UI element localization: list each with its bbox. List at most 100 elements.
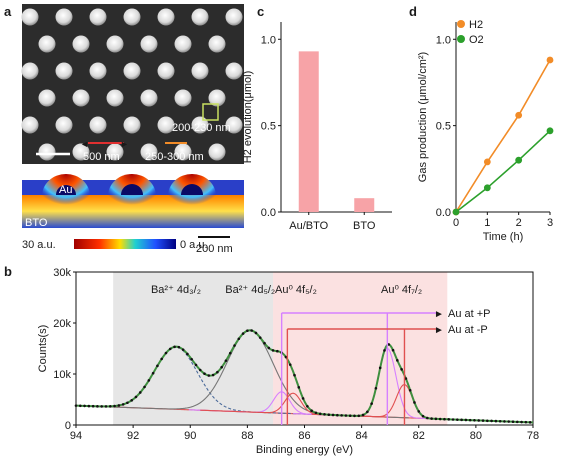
raw-data-point <box>494 419 498 423</box>
raw-data-point <box>156 364 159 368</box>
x-axis-label: Binding energy (eV) <box>256 444 353 456</box>
sem-label-diameter: 250-300 nm <box>145 151 204 163</box>
raw-data-point <box>96 405 99 408</box>
raw-data-point <box>366 410 369 414</box>
raw-data-point <box>331 413 335 417</box>
peak-annotation-2: Au⁰ 4f₅/₂ <box>275 284 317 296</box>
category-label: Au/BTO <box>289 220 328 232</box>
raw-data-point <box>301 397 305 400</box>
nanodisk <box>72 89 90 107</box>
nanodisk <box>72 143 90 161</box>
raw-data-point <box>408 388 412 392</box>
raw-data-point <box>288 363 292 366</box>
y-axis-label: Counts(s) <box>37 325 49 373</box>
nanodisk <box>191 8 209 26</box>
raw-data-point <box>104 405 108 408</box>
raw-data-point <box>233 344 236 347</box>
sem-nanodisks <box>21 8 243 161</box>
raw-data-point <box>443 417 446 421</box>
raw-data-point <box>417 410 421 413</box>
raw-data-point <box>74 404 78 407</box>
nanodisk <box>38 143 56 161</box>
raw-data-point <box>258 336 262 339</box>
nanodisk <box>89 62 107 80</box>
nanodisk <box>174 143 192 161</box>
data-point-H2 <box>515 111 523 119</box>
raw-data-point <box>421 414 425 418</box>
raw-data-point <box>515 420 519 424</box>
y-tick-label: 0.5 <box>261 121 276 133</box>
raw-data-point <box>456 418 459 421</box>
raw-data-point <box>207 374 211 377</box>
raw-data-point <box>108 405 112 408</box>
x-tick-label: 94 <box>70 430 82 442</box>
bar-Au/BTO <box>298 51 319 213</box>
x-axis-label: Time (h) <box>483 231 524 243</box>
raw-data-point <box>490 419 493 423</box>
raw-data-point <box>194 363 198 367</box>
x-tick-label: 86 <box>298 430 310 442</box>
nanodisk <box>55 8 73 26</box>
raw-data-point <box>267 346 271 350</box>
raw-data-point <box>460 418 463 422</box>
legend-label-O2: O2 <box>469 34 484 46</box>
nanodisk <box>21 62 39 80</box>
raw-data-point <box>241 332 245 335</box>
peak-annotation-0: Ba²⁺ 4d₃/₂ <box>151 284 201 296</box>
raw-data-point <box>198 368 202 372</box>
legend-label-H2: H2 <box>469 19 483 31</box>
raw-data-point <box>404 377 408 380</box>
nanodisk <box>106 35 124 53</box>
series-line-O2 <box>455 130 551 213</box>
nanodisk <box>21 116 39 134</box>
raw-data-point <box>507 420 511 423</box>
raw-data-point <box>486 419 489 423</box>
raw-data-point <box>438 417 442 421</box>
au-particle <box>181 184 203 195</box>
raw-data-point <box>361 413 365 417</box>
raw-data-point <box>181 348 185 351</box>
x-tick-label: 2 <box>516 217 522 229</box>
nanodisk <box>89 8 107 26</box>
raw-data-point <box>327 413 331 417</box>
nanodisk <box>38 35 56 53</box>
raw-data-point <box>468 418 472 422</box>
bar-chart-c: 0.0 0.5 1.0 H2 evolution(μmol) Au/BTO BTO <box>242 22 392 232</box>
period-arrow-left: ◄ <box>80 139 89 149</box>
panel-label-c: c <box>257 4 264 19</box>
raw-data-point <box>164 351 168 355</box>
raw-data-point <box>370 402 373 405</box>
panel-label-b: b <box>4 264 12 279</box>
raw-data-point <box>447 418 451 421</box>
x-tick-label: 92 <box>127 430 139 442</box>
raw-data-point <box>528 421 532 424</box>
raw-data-point <box>263 341 266 345</box>
y-tick-label: 30k <box>53 267 71 279</box>
shaded-region-pink <box>273 272 448 425</box>
nanodisk <box>157 62 175 80</box>
raw-data-point <box>216 370 219 374</box>
raw-data-point <box>348 414 352 418</box>
y-tick-label: 20k <box>53 318 71 330</box>
nanodisk <box>208 143 226 161</box>
nanodisk <box>157 116 175 134</box>
raw-data-point <box>464 418 468 422</box>
nanodisk <box>21 8 39 26</box>
legend-marker-O2 <box>457 35 465 43</box>
y-axis-label: Gas production (μmol/cm²) <box>417 52 429 182</box>
y-tick-label: 10k <box>53 369 71 381</box>
raw-data-point <box>396 359 399 362</box>
au-particle <box>121 184 143 195</box>
raw-data-point <box>284 355 288 359</box>
raw-data-point <box>477 419 481 422</box>
category-label: BTO <box>353 220 376 232</box>
y-tick-label: 0 <box>65 420 71 432</box>
sem-image: ◄ ► 500 nm 250-300 nm 200-230 nm <box>21 4 244 164</box>
raw-data-point <box>314 411 318 415</box>
raw-data-point <box>378 366 382 370</box>
raw-data-point <box>254 331 258 335</box>
x-tick-label: 84 <box>356 430 368 442</box>
x-tick-label: 78 <box>527 430 539 442</box>
nanodisk <box>191 62 209 80</box>
raw-data-point <box>138 391 142 394</box>
